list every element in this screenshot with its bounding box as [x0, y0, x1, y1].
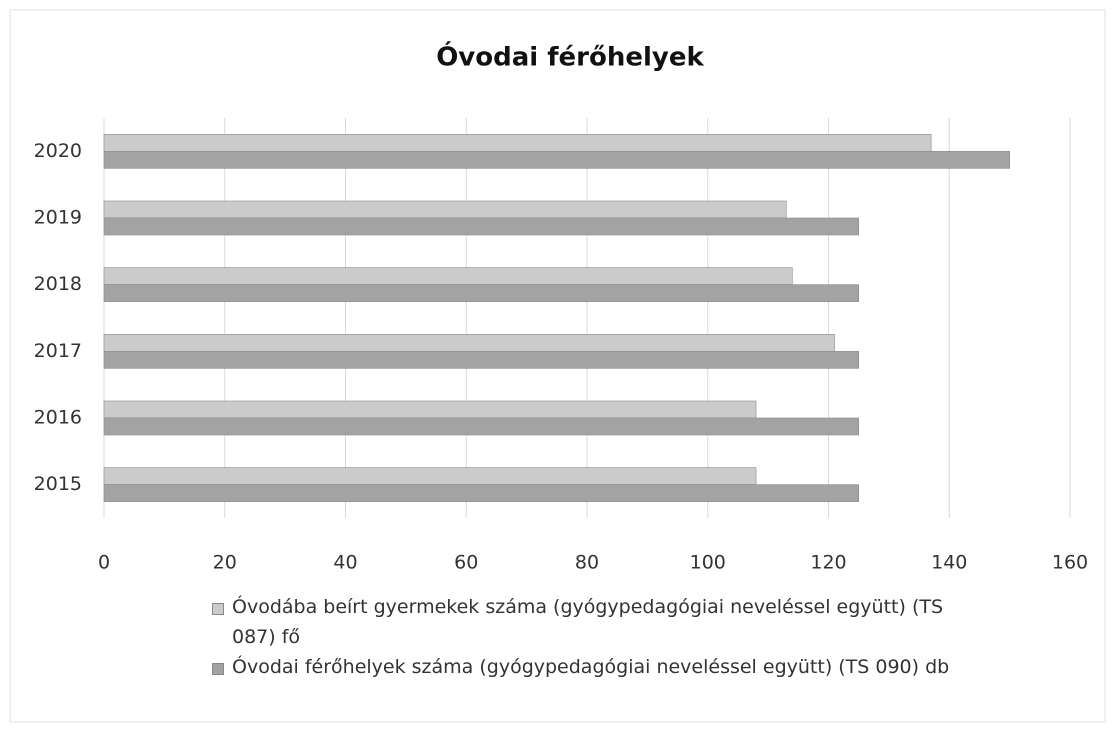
legend-item: Óvodába beírt gyermekek száma (gyógypeda…: [212, 592, 992, 652]
y-tick-label: 2020: [34, 140, 82, 162]
x-tick-label: 0: [98, 552, 110, 574]
y-tick-label: 2017: [34, 340, 82, 362]
y-tick-label: 2018: [34, 273, 82, 295]
bar: [103, 351, 859, 369]
legend-label: Óvodai férőhelyek száma (gyógypedagógiai…: [232, 656, 950, 678]
bar: [103, 267, 793, 285]
legend: Óvodába beírt gyermekek száma (gyógypeda…: [212, 592, 992, 682]
bar: [103, 484, 859, 502]
x-tick-label: 120: [810, 552, 846, 574]
bar: [103, 284, 859, 302]
bar: [103, 134, 932, 152]
bar: [103, 467, 757, 485]
x-tick-label: 160: [1052, 552, 1088, 574]
x-tick-label: 60: [454, 552, 478, 574]
y-tick-label: 2016: [34, 407, 82, 429]
y-tick-label: 2015: [34, 473, 82, 495]
x-tick-label: 20: [213, 552, 237, 574]
legend-item: Óvodai férőhelyek száma (gyógypedagógiai…: [212, 652, 992, 682]
bar: [103, 200, 787, 219]
bar: [103, 417, 859, 436]
bar: [103, 151, 1010, 169]
chart-border: [9, 9, 1106, 723]
legend-swatch: [212, 603, 224, 615]
x-tick-label: 100: [690, 552, 726, 574]
bar: [103, 334, 835, 352]
y-tick-label: 2019: [34, 207, 82, 229]
bar: [103, 400, 757, 419]
x-tick-label: 140: [931, 552, 967, 574]
chart-title: Óvodai férőhelyek: [436, 41, 704, 73]
legend-swatch: [212, 663, 224, 675]
bar: [103, 217, 859, 236]
x-tick-label: 40: [333, 552, 357, 574]
legend-label: Óvodába beírt gyermekek száma (gyógypeda…: [232, 596, 944, 648]
x-tick-label: 80: [575, 552, 599, 574]
